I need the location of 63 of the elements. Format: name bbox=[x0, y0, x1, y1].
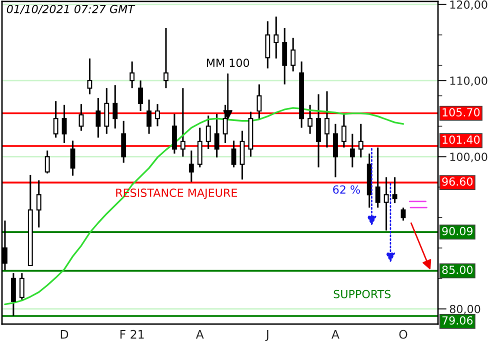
candlestick bbox=[316, 93, 321, 168]
line-series bbox=[4, 107, 404, 306]
candlestick bbox=[333, 123, 338, 178]
candlestick bbox=[104, 87, 110, 135]
candlestick bbox=[308, 104, 312, 135]
candlestick bbox=[197, 126, 202, 168]
candlestick bbox=[164, 27, 168, 89]
candlestick bbox=[130, 60, 135, 89]
ref-line-label: 90.09 bbox=[442, 226, 473, 236]
candlestick bbox=[180, 87, 186, 158]
candlestick bbox=[265, 20, 270, 70]
candlestick bbox=[146, 98, 152, 135]
candlestick bbox=[10, 272, 16, 316]
x-tick-label: F 21 bbox=[120, 330, 144, 339]
candlestick bbox=[240, 130, 245, 180]
y-tick-label: 120,00 bbox=[450, 0, 488, 10]
ref-line-label: 105.70 bbox=[442, 108, 480, 117]
candlestick bbox=[19, 272, 24, 301]
candlestick bbox=[392, 176, 398, 204]
candlestick bbox=[214, 113, 220, 158]
candlestick bbox=[324, 90, 330, 148]
candlestick bbox=[62, 104, 67, 144]
candlestick bbox=[256, 84, 262, 120]
x-tick-label: D bbox=[60, 330, 68, 339]
candlestick bbox=[121, 120, 126, 164]
y-tick-label: 100,00 bbox=[450, 152, 488, 162]
annotation: SUPPORTS bbox=[334, 290, 391, 298]
candlestick bbox=[206, 114, 211, 150]
candlestick bbox=[53, 100, 58, 138]
ref-line-label: 79.06 bbox=[442, 316, 473, 325]
annotation: 62 % bbox=[333, 185, 360, 194]
ref-line-label: 101.40 bbox=[442, 135, 480, 144]
candlestick bbox=[400, 206, 406, 222]
candlestick bbox=[78, 103, 84, 132]
annotation: 01/10/2021 07:27 GMT bbox=[6, 4, 136, 14]
candlestick bbox=[350, 133, 355, 168]
y-tick-label: 80,00 bbox=[450, 304, 480, 314]
candlestick bbox=[384, 176, 389, 232]
candlestick bbox=[87, 58, 92, 96]
candlestick bbox=[358, 123, 364, 158]
candlestick bbox=[44, 150, 50, 174]
candlestick bbox=[36, 179, 42, 228]
candlestick bbox=[138, 80, 144, 112]
x-tick-label: A bbox=[196, 330, 204, 339]
candlestick bbox=[172, 113, 177, 154]
annotation: MM 100 bbox=[206, 58, 250, 68]
candlestick bbox=[112, 84, 118, 130]
candlestick bbox=[188, 150, 194, 183]
x-tick-label: O bbox=[399, 330, 408, 339]
candlestick bbox=[274, 16, 279, 60]
candlestick bbox=[155, 103, 160, 127]
candlestick bbox=[96, 97, 101, 138]
x-tick-label: A bbox=[332, 330, 340, 339]
ref-line-label: 96.60 bbox=[442, 177, 473, 186]
candlestick bbox=[375, 146, 380, 208]
candlestick bbox=[282, 27, 288, 86]
candlestick bbox=[70, 140, 76, 176]
ref-line-label: 85.00 bbox=[442, 266, 473, 274]
candlestick bbox=[290, 37, 296, 72]
candlestick bbox=[231, 140, 236, 168]
y-tick-label: 110,00 bbox=[450, 76, 488, 86]
x-tick-label: J bbox=[265, 330, 268, 341]
candlestick bbox=[341, 113, 346, 148]
